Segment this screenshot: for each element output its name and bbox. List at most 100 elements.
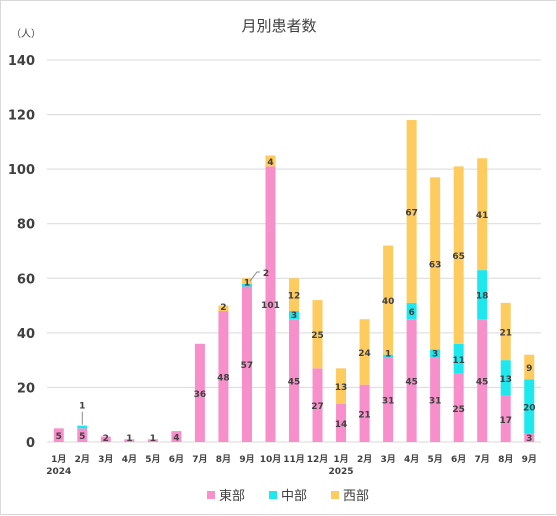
- data-label: 4: [173, 434, 179, 444]
- bar-segment-west: [406, 120, 417, 303]
- callout-line: [249, 271, 260, 282]
- chart-title: 月別患者数: [241, 17, 316, 35]
- legend-label: 中部: [281, 489, 307, 504]
- data-label: 2: [220, 303, 226, 313]
- data-label: 21: [499, 328, 512, 338]
- data-label: 1: [385, 349, 391, 359]
- data-label: 36: [194, 390, 207, 400]
- y-axis-unit: （人）: [11, 28, 41, 40]
- bar-segment-central: [477, 270, 488, 320]
- bar-segment-east: [53, 428, 64, 442]
- x-tick-label: 1月: [333, 454, 348, 465]
- y-tick-label: 140: [8, 54, 35, 69]
- bar-segment-west: [383, 245, 394, 355]
- legend: 東部 中部 西部: [207, 488, 369, 504]
- bar-segment-west: [218, 305, 229, 312]
- data-label: 3: [526, 434, 532, 444]
- data-label: 18: [476, 292, 489, 302]
- x-tick-label: 8月: [498, 454, 513, 465]
- bar-segment-east: [430, 357, 441, 442]
- bar-segment-west: [453, 166, 464, 344]
- x-tick-label: 8月: [216, 454, 231, 465]
- legend-swatch: [331, 491, 339, 499]
- data-label: 2: [263, 269, 269, 279]
- data-label: 1: [79, 402, 85, 412]
- y-tick-label: 60: [17, 272, 35, 287]
- data-label: 13: [335, 383, 348, 393]
- bar-segment-east: [359, 384, 370, 442]
- data-label: 25: [311, 331, 324, 341]
- data-label: 1: [150, 434, 156, 444]
- legend-swatch: [269, 491, 277, 499]
- bar-segment-east: [100, 436, 111, 442]
- data-label: 45: [288, 378, 301, 388]
- data-label: 65: [452, 252, 465, 262]
- x-tick-label: 9月: [522, 454, 537, 465]
- x-tick-label: 10月: [260, 454, 282, 465]
- x-tick-label: 3月: [98, 454, 113, 465]
- x-tick-label: 4月: [404, 454, 419, 465]
- data-label: 45: [476, 378, 489, 388]
- bar-segment-central: [500, 360, 511, 396]
- legend-label: 東部: [219, 488, 245, 504]
- data-label: 11: [452, 356, 465, 366]
- y-tick-label: 80: [17, 218, 35, 233]
- data-label: 24: [358, 349, 371, 359]
- bar-segment-east: [124, 439, 135, 442]
- bar-segment-central: [524, 379, 535, 434]
- data-label: 101: [261, 301, 280, 311]
- bar-segment-east: [453, 373, 464, 442]
- bar-segment-east: [241, 286, 252, 442]
- data-label: 3: [432, 349, 438, 359]
- data-label: 5: [56, 432, 62, 442]
- bars: [53, 120, 535, 442]
- bar-segment-west: [500, 302, 511, 361]
- bar-segment-west: [359, 319, 370, 385]
- bar-segment-west: [430, 177, 441, 350]
- data-label: 4: [267, 158, 273, 168]
- data-label: 13: [499, 375, 512, 385]
- data-label: 48: [217, 374, 230, 384]
- y-tick-label: 100: [8, 163, 35, 178]
- data-label: 25: [452, 405, 465, 415]
- data-label: 17: [499, 416, 512, 426]
- bar-segment-west: [477, 158, 488, 271]
- x-tick-label: 7月: [192, 454, 207, 465]
- bar-segment-central: [289, 311, 299, 320]
- y-axis-ticks: 0 20 40 60 80 100 120 140: [8, 54, 35, 451]
- data-label: 31: [382, 397, 395, 407]
- x-tick-label: 11月: [283, 454, 305, 465]
- year-label: 2025: [329, 467, 354, 477]
- data-label: 6: [408, 308, 414, 318]
- x-tick-label: 2月: [75, 454, 90, 465]
- data-label: 3: [291, 311, 297, 321]
- x-tick-label: 7月: [475, 454, 490, 465]
- data-label: 57: [241, 361, 254, 371]
- bar-segment-east: [524, 433, 535, 442]
- bar-segment-central: [77, 425, 88, 429]
- data-label: 27: [311, 402, 324, 412]
- data-label: 14: [335, 420, 348, 430]
- data-label: 1: [244, 278, 250, 288]
- bar-segment-east: [194, 343, 205, 442]
- bar-segment-central: [406, 302, 417, 320]
- bar-segment-central: [430, 349, 441, 358]
- x-tick-label: 2月: [357, 454, 372, 465]
- data-labels: 5 5 2 1 1 43648571014527142131453125451731131…: [56, 158, 536, 444]
- bar-segment-east: [500, 395, 511, 442]
- data-label: 2: [103, 434, 109, 444]
- data-label: 63: [429, 260, 442, 270]
- bar-segment-east: [336, 403, 347, 442]
- y-tick-label: 0: [26, 436, 35, 451]
- bar-segment-east: [477, 319, 488, 442]
- x-tick-label: 6月: [169, 454, 184, 465]
- bar-segment-east: [312, 368, 323, 442]
- bar-segment-west: [312, 300, 323, 369]
- bar-segment-central: [453, 343, 464, 374]
- bar-segment-west: [265, 155, 276, 167]
- data-label: 31: [429, 397, 442, 407]
- data-label: 45: [405, 378, 418, 388]
- bar-segment-east: [406, 319, 417, 442]
- x-tick-label: 6月: [451, 454, 466, 465]
